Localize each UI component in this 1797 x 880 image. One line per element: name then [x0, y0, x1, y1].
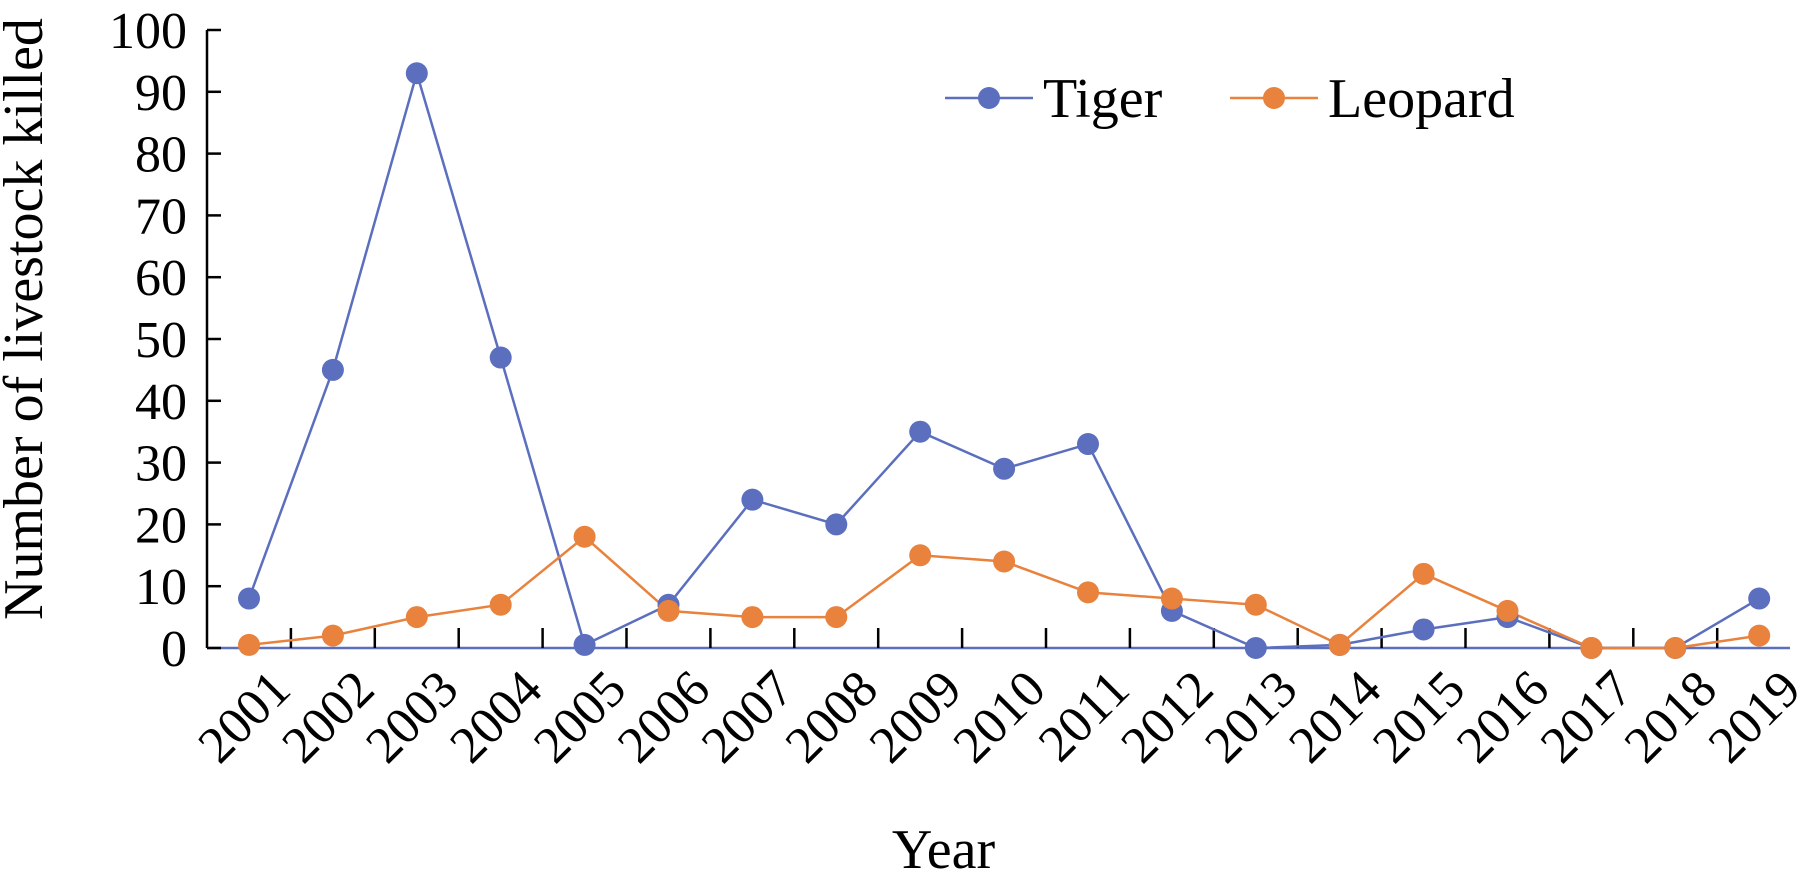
- data-point-leopard: [741, 606, 764, 629]
- data-point-leopard: [405, 606, 428, 629]
- y-tick-label: 20: [135, 497, 187, 554]
- y-tick-label: 40: [135, 374, 187, 431]
- x-axis-ticks: 2001200220032004200520062007200820092010…: [188, 628, 1797, 774]
- data-point-tiger: [1244, 637, 1267, 659]
- data-point-leopard: [573, 525, 596, 548]
- x-tick-label: 2010: [943, 660, 1057, 774]
- data-point-tiger: [573, 633, 596, 656]
- legend-label-leopard: Leopard: [1328, 68, 1515, 130]
- x-tick-label: 2008: [775, 660, 889, 774]
- x-tick-label: 2018: [1614, 660, 1728, 774]
- data-point-leopard: [489, 593, 512, 616]
- y-tick-label: 50: [135, 312, 187, 369]
- y-tick-label: 60: [135, 250, 187, 307]
- x-tick-label: 2007: [691, 660, 805, 774]
- data-point-leopard: [321, 624, 344, 647]
- x-tick-label: 2006: [607, 660, 721, 774]
- y-tick-label: 0: [161, 621, 187, 678]
- x-tick-label: 2005: [523, 660, 637, 774]
- data-point-leopard: [238, 633, 260, 656]
- x-tick-label: 2014: [1278, 660, 1392, 774]
- x-tick-label: 2017: [1530, 660, 1644, 774]
- legend-marker-tiger: [978, 87, 1000, 109]
- data-point-tiger: [825, 513, 848, 536]
- x-tick-label: 2015: [1362, 660, 1476, 774]
- x-tick-label: 2002: [272, 660, 386, 774]
- data-point-leopard: [1160, 587, 1183, 610]
- data-point-tiger: [1412, 618, 1435, 641]
- x-tick-label: 2012: [1111, 660, 1225, 774]
- y-tick-label: 100: [109, 3, 187, 60]
- y-tick-label: 70: [135, 188, 187, 245]
- y-tick-label: 10: [135, 559, 187, 616]
- y-tick-label: 80: [135, 127, 187, 184]
- y-tick-label: 30: [135, 436, 187, 493]
- data-point-tiger: [321, 358, 344, 381]
- y-tick-label: 90: [135, 65, 187, 122]
- y-axis-title: Number of livestock killed: [0, 18, 55, 620]
- data-point-tiger: [238, 587, 260, 610]
- data-point-leopard: [1328, 633, 1351, 656]
- data-point-leopard: [1664, 637, 1687, 659]
- data-point-leopard: [1412, 562, 1435, 585]
- legend-label-tiger: Tiger: [1043, 68, 1163, 130]
- data-point-leopard: [909, 544, 932, 567]
- x-tick-label: 2004: [439, 660, 553, 774]
- x-tick-label: 2003: [355, 660, 469, 774]
- data-point-leopard: [1077, 581, 1099, 604]
- x-axis-title: Year: [892, 819, 996, 880]
- data-point-tiger: [1077, 433, 1099, 456]
- x-tick-label: 2009: [859, 660, 973, 774]
- x-tick-label: 2013: [1194, 660, 1308, 774]
- data-point-leopard: [1244, 593, 1267, 616]
- data-point-tiger: [993, 457, 1016, 480]
- data-point-leopard: [1748, 624, 1771, 647]
- data-point-tiger: [741, 488, 764, 511]
- data-point-leopard: [825, 606, 848, 629]
- data-point-leopard: [993, 550, 1016, 573]
- data-point-tiger: [489, 346, 512, 369]
- legend-marker-leopard: [1263, 87, 1285, 109]
- x-tick-label: 2001: [188, 660, 302, 774]
- data-point-leopard: [1496, 599, 1519, 622]
- data-point-tiger: [1748, 587, 1771, 610]
- data-point-tiger: [909, 420, 932, 443]
- data-point-leopard: [1580, 637, 1603, 659]
- x-tick-label: 2016: [1446, 660, 1560, 774]
- x-tick-label: 2019: [1698, 660, 1797, 774]
- legend: Tiger Leopard: [945, 68, 1515, 130]
- data-point-tiger: [405, 62, 428, 85]
- x-tick-label: 2011: [1028, 660, 1140, 772]
- series-group: [238, 62, 1771, 659]
- data-point-leopard: [657, 599, 680, 622]
